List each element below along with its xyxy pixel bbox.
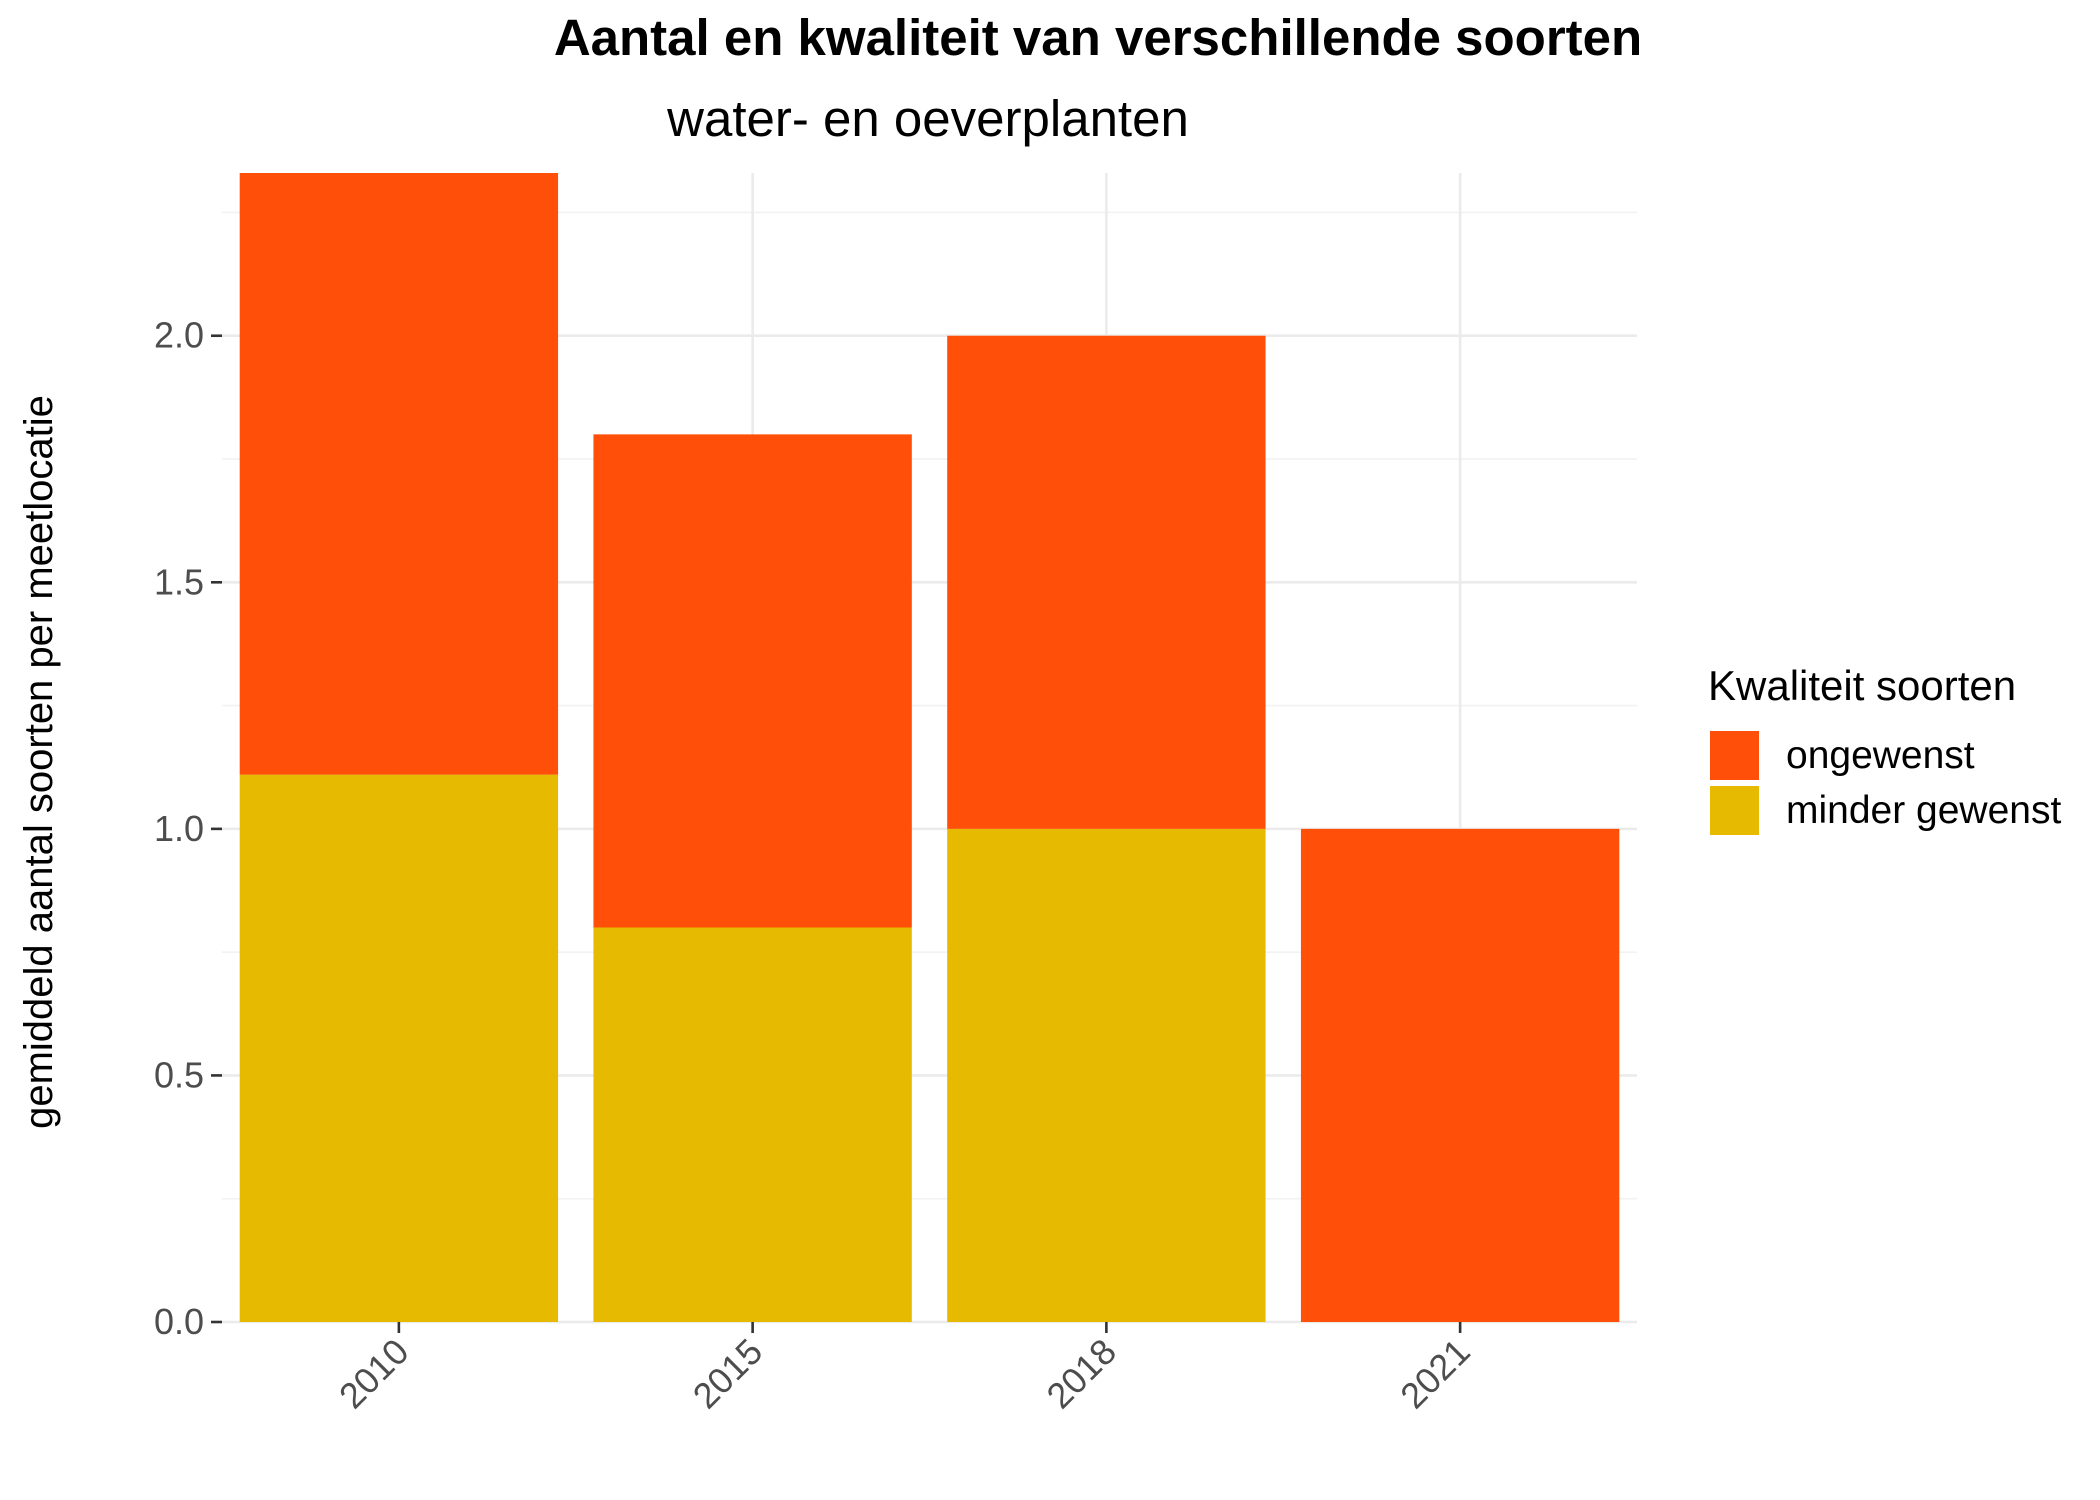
x-tick-label: 2010 [331,1331,417,1417]
y-tick-label: 2.0 [154,315,204,356]
y-tick-label: 1.0 [154,808,204,849]
legend-key-ongewenst [1710,731,1759,780]
y-axis-title: gemiddeld aantal soorten per meetlocatie [17,395,61,1129]
legend-key-minder-gewenst [1710,786,1759,835]
bar-2015-minder-gewenst [593,927,912,1322]
bar-2015-ongewenst [593,434,912,928]
y-tick-label: 0.0 [154,1301,204,1342]
y-tick-label: 1.5 [154,561,204,602]
bars [239,173,1620,1322]
legend-label-ongewenst: ongewenst [1786,734,1975,777]
legend: Kwaliteit soorten ongewenst minder gewens… [1708,662,2061,835]
bar-2018-ongewenst [947,335,1266,829]
chart-title: Aantal en kwaliteit van verschillende so… [554,9,1642,66]
x-tick-label: 2018 [1038,1331,1124,1417]
chart-subtitle: water- en oeverplanten [666,90,1189,147]
x-tick-label: 2021 [1392,1331,1478,1417]
y-tick-label: 0.5 [154,1054,204,1095]
bar-2010-minder-gewenst [239,774,559,1322]
legend-title: Kwaliteit soorten [1708,662,2016,709]
legend-label-minder-gewenst: minder gewenst [1786,789,2061,832]
bar-2010-ongewenst [239,173,559,775]
bar-2018-minder-gewenst [947,828,1266,1322]
x-tick-label: 2015 [685,1331,771,1417]
bar-2021-ongewenst [1300,828,1620,1322]
